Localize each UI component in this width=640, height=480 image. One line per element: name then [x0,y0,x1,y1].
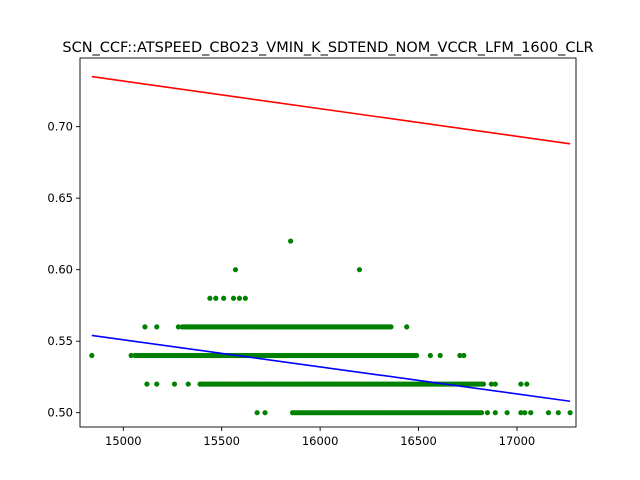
data-point [413,352,420,359]
data-point [555,410,561,416]
data-point [545,410,552,416]
x-tick-label: 16000 [302,434,339,448]
data-point [154,381,160,387]
x-tick-label: 16500 [400,434,437,448]
data-point [567,410,573,416]
data-point [262,410,268,416]
x-tick-label: 15500 [203,434,240,448]
x-tick-label: 15000 [105,434,142,448]
plot-frame [79,57,577,428]
data-point [356,267,363,273]
data-point [480,381,487,387]
data-point [254,410,260,416]
data-point [504,410,510,416]
data-point [522,410,528,416]
data-point [175,324,182,330]
upper-fit-line [91,75,571,145]
axes: 15000 15500 16000 16500 17000 0.50 0.55 0.60 0.6… [47,57,577,448]
y-tick-label: 0.65 [47,191,73,205]
data-point [171,381,178,387]
y-tick-label: 0.70 [47,120,73,134]
data-point [185,381,191,387]
data-point [144,381,150,387]
data-point [427,352,433,359]
data-point [461,352,467,359]
chart-title: SCN_CCF::ATSPEED_CBO23_VMIN_K_SDTEND_NOM… [62,40,593,56]
data-point [518,381,524,387]
data-point [142,324,148,330]
data-point [404,324,410,330]
data-point [213,295,219,301]
data-point [232,267,239,273]
data-point [236,295,243,301]
data-point [488,381,494,387]
data-point [528,410,534,416]
data-point [154,324,160,330]
y-tick-label: 0.50 [47,406,73,420]
data-point [388,324,394,330]
data-point [524,381,530,387]
y-tick-label: 0.60 [47,263,73,277]
data-point [484,410,491,416]
x-tick-label: 17000 [499,434,536,448]
y-tick-label: 0.55 [47,334,73,348]
lower-fit-line [91,334,571,403]
data-point [492,381,498,387]
data-point [288,238,294,244]
data-point [478,410,485,416]
data-point [221,295,227,301]
data-point [518,410,524,416]
data-point [230,295,237,301]
plot-content [89,75,573,416]
data-point [457,352,463,359]
data-point [89,352,95,359]
data-point [207,295,213,301]
data-point [128,352,134,359]
data-point [437,352,443,359]
plot-area [89,75,573,416]
data-point [492,410,498,416]
data-point [242,295,248,301]
